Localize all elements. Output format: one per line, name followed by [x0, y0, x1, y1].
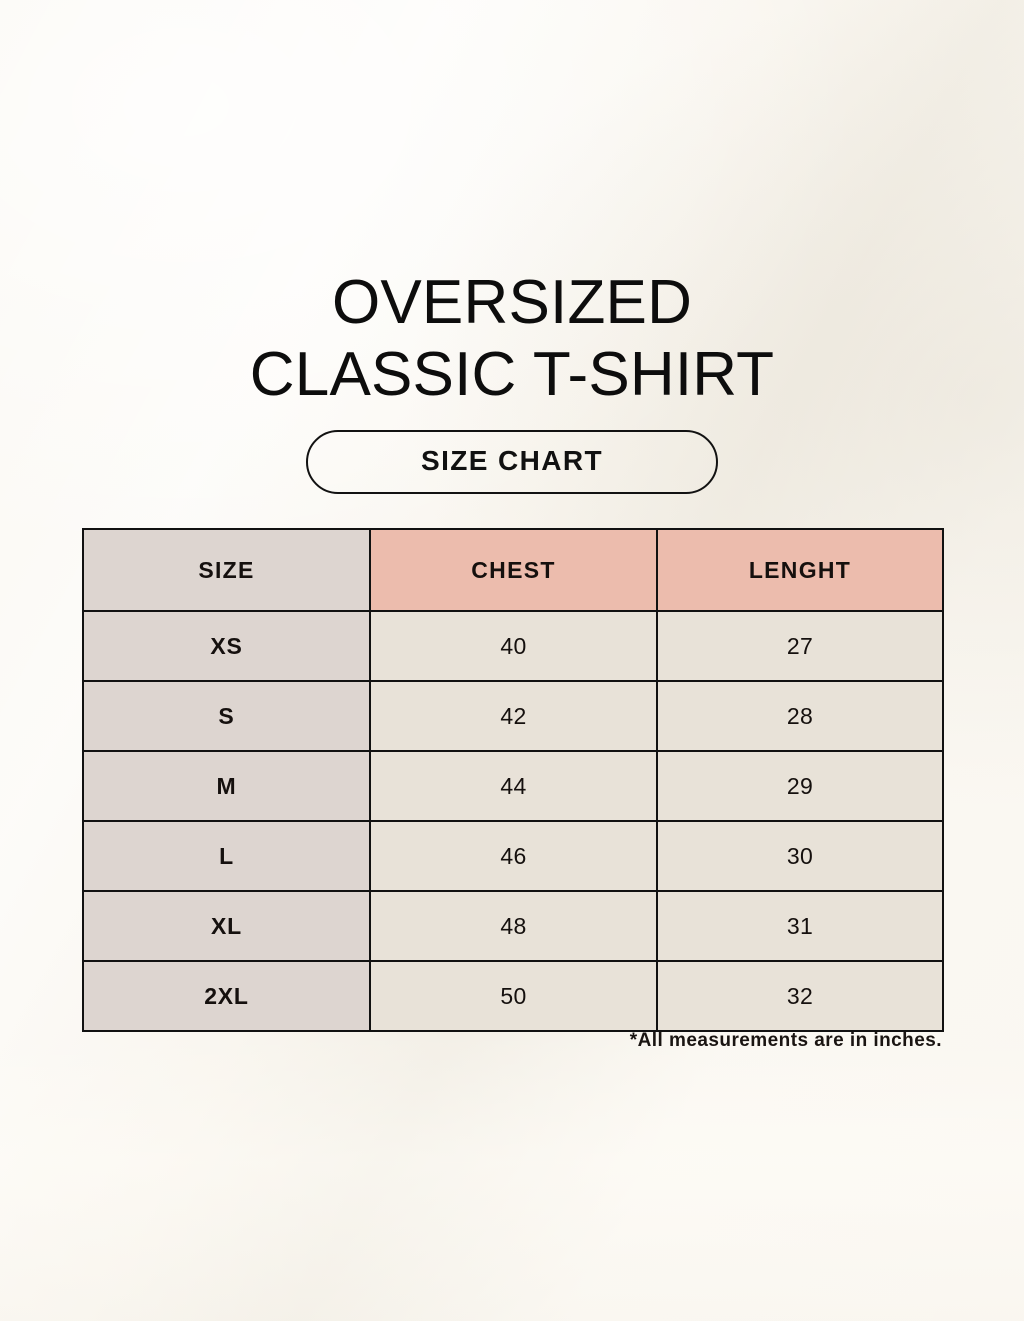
column-header-size: SIZE	[82, 528, 371, 612]
table-body: XS 40 27 S 42 28 M 44 29 L	[82, 610, 944, 1032]
size-chart-badge: SIZE CHART	[306, 430, 718, 494]
title-line-primary: OVERSIZED	[331, 268, 693, 337]
cell-size: S	[82, 680, 371, 752]
table-header-row: SIZE CHEST LENGHT	[82, 528, 944, 612]
table-header: SIZE CHEST LENGHT	[82, 528, 944, 612]
measurement-units-note: *All measurements are in inches.	[629, 1030, 942, 1051]
size-chart-table-container: SIZE CHEST LENGHT XS 40 27 S 42 28	[82, 528, 944, 1032]
cell-chest: 40	[369, 610, 658, 682]
table-row: S 42 28	[82, 680, 944, 752]
size-chart-badge-container: SIZE CHART	[0, 430, 1024, 494]
cell-length: 30	[656, 820, 944, 892]
cell-chest: 48	[369, 890, 658, 962]
cell-length: 27	[656, 610, 944, 682]
cell-size: XS	[82, 610, 371, 682]
cell-chest: 42	[369, 680, 658, 752]
cell-length: 31	[656, 890, 944, 962]
table-row: 2XL 50 32	[82, 960, 944, 1032]
column-header-length: LENGHT	[656, 528, 944, 612]
cell-chest: 44	[369, 750, 658, 822]
table-row: L 46 30	[82, 820, 944, 892]
cell-size: L	[82, 820, 371, 892]
cell-chest: 50	[369, 960, 658, 1032]
cell-chest: 46	[369, 820, 658, 892]
cell-length: 29	[656, 750, 944, 822]
cell-length: 28	[656, 680, 944, 752]
cell-length: 32	[656, 960, 944, 1032]
column-header-chest: CHEST	[369, 528, 658, 612]
table-row: XL 48 31	[82, 890, 944, 962]
title-line-secondary: CLASSIC T-SHIRT	[249, 340, 775, 409]
cell-size: 2XL	[82, 960, 371, 1032]
cell-size: M	[82, 750, 371, 822]
page-title: OVERSIZED CLASSIC T-SHIRT	[0, 272, 1024, 406]
table-row: XS 40 27	[82, 610, 944, 682]
table-row: M 44 29	[82, 750, 944, 822]
size-chart-table: SIZE CHEST LENGHT XS 40 27 S 42 28	[82, 528, 944, 1032]
cell-size: XL	[82, 890, 371, 962]
